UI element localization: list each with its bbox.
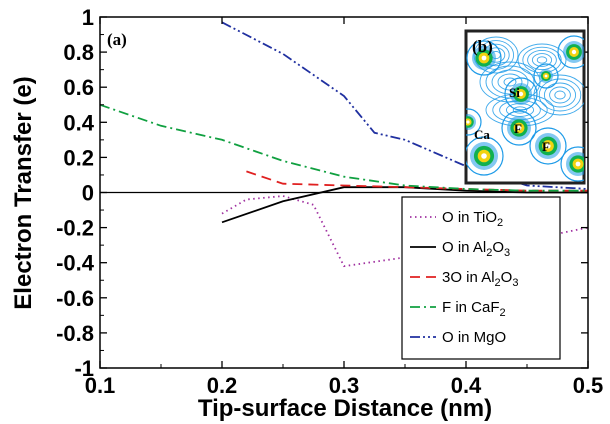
y-tick-label-8: 0.6 bbox=[63, 75, 94, 100]
axes: 0.1 0.2 0.3 0.4 0.5 -1 -0.8 -0.6 -0.4 -0.2 0 0.2 0.4… bbox=[56, 5, 603, 398]
inset-atom-halo bbox=[504, 77, 538, 111]
inset-atom-center bbox=[466, 120, 470, 124]
panel-label-b: (b) bbox=[472, 37, 493, 56]
legend-label-2: 3O in Al2O3 bbox=[442, 269, 518, 289]
inset-contour bbox=[503, 77, 517, 87]
y-tick-label-2: -0.6 bbox=[56, 286, 94, 311]
inset-contour bbox=[536, 56, 548, 64]
y-tick-label-7: 0.4 bbox=[63, 110, 94, 135]
inset-atom-center bbox=[516, 125, 522, 131]
inset-atom-halo bbox=[557, 35, 584, 69]
y-tick-label-6: 0.2 bbox=[63, 145, 94, 170]
y-tick-label-0: -1 bbox=[74, 356, 94, 381]
inset-atom-center bbox=[481, 55, 487, 61]
inset-atom-halo bbox=[560, 146, 584, 182]
inset-contour bbox=[531, 53, 553, 67]
legend-label-3: F in CaF2 bbox=[442, 299, 506, 319]
y-tick-label-9: 0.8 bbox=[63, 40, 94, 65]
inset-contour bbox=[497, 73, 523, 91]
inset-atom-center bbox=[481, 153, 487, 159]
inset-contour bbox=[527, 49, 557, 71]
legend-label-0: O in TiO2 bbox=[442, 209, 503, 229]
inset-label-ca: Ca bbox=[474, 127, 490, 142]
inset-atom-center bbox=[544, 74, 548, 78]
inset-atom-halo bbox=[466, 40, 502, 76]
legend-label-1: O in Al2O3 bbox=[442, 239, 510, 259]
x-tick-label-1: 0.2 bbox=[207, 373, 238, 398]
inset-label-si: Si bbox=[509, 85, 520, 100]
series-line-3 bbox=[99, 103, 588, 192]
inset-atom-center bbox=[575, 161, 581, 167]
legend: O in TiO2 O in Al2O3 3O in Al2O3 F in CaF2 O… bbox=[401, 196, 561, 360]
inset-map bbox=[466, 35, 584, 182]
series-line-0 bbox=[221, 195, 589, 268]
legend-box bbox=[401, 196, 561, 360]
inset-atom-halo bbox=[466, 108, 482, 136]
y-axis-label: Electron Transfer (e) bbox=[10, 76, 37, 309]
inset-contour bbox=[538, 78, 582, 112]
series-line-2 bbox=[246, 170, 588, 192]
inset-atom-halo bbox=[529, 127, 567, 165]
inset-contour bbox=[554, 90, 566, 100]
y-tick-label-1: -0.8 bbox=[56, 321, 94, 346]
panel-label-a: (a) bbox=[107, 30, 127, 49]
inset-atom-halo bbox=[533, 63, 559, 89]
legend-label-4: O in MgO bbox=[442, 329, 506, 346]
inset-contour bbox=[543, 82, 577, 108]
inset-atom-center bbox=[518, 91, 524, 97]
inset-atom-center bbox=[545, 143, 551, 149]
y-tick-label-5: 0 bbox=[82, 181, 94, 206]
x-axis-label: Tip-surface Distance (nm) bbox=[198, 395, 492, 422]
x-tick-label-0: 0.1 bbox=[85, 373, 116, 398]
y-tick-label-4: -0.2 bbox=[56, 216, 94, 241]
inset-figure: (b) Si Ca F F bbox=[464, 29, 586, 185]
y-tick-label-10: 1 bbox=[82, 5, 94, 30]
inset-atom-halo bbox=[501, 110, 537, 146]
inset-contour bbox=[549, 86, 571, 104]
inset-atom-center bbox=[571, 49, 577, 55]
x-tick-label-4: 0.5 bbox=[573, 373, 604, 398]
x-tick-label-2: 0.3 bbox=[329, 373, 360, 398]
y-tick-label-3: -0.4 bbox=[56, 251, 95, 276]
inset-atom-halo bbox=[466, 136, 504, 176]
inset-contour bbox=[512, 106, 528, 114]
inset-label-f: F bbox=[542, 139, 550, 154]
x-tick-label-3: 0.4 bbox=[451, 373, 482, 398]
inset-label-f: F bbox=[514, 121, 522, 136]
